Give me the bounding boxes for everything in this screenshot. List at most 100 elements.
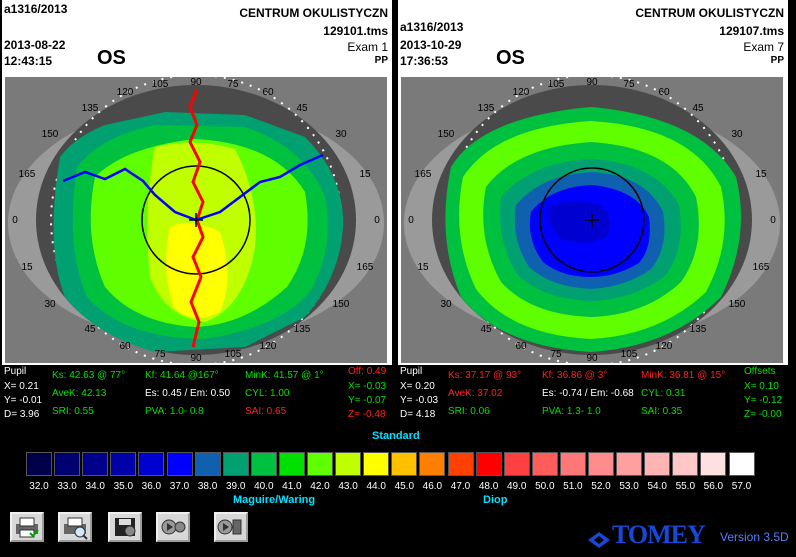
right-offsets-label: Offsets <box>744 366 776 377</box>
svg-text:90: 90 <box>586 353 598 363</box>
scale-tick-label: 42.0 <box>310 481 330 492</box>
svg-text:150: 150 <box>729 299 746 310</box>
scale-tick-label: 32.0 <box>29 481 49 492</box>
svg-text:15: 15 <box>21 262 33 273</box>
scale-color-cell <box>363 452 390 476</box>
play-button[interactable] <box>156 512 190 542</box>
left-exam-panel: a1316/2013 2013-08-22 12:43:15 OS CENTRU… <box>2 0 392 365</box>
scale-color-cell <box>194 452 221 476</box>
scale-color-cell <box>503 452 530 476</box>
right-avek: AveK: 37.02 <box>448 388 503 399</box>
svg-text:165: 165 <box>357 262 374 273</box>
clinic-name: CENTRUM OKULISTYCZN <box>635 6 784 20</box>
left-offset-x: X= -0.03 <box>348 381 387 392</box>
print-preview-button[interactable] <box>58 512 92 542</box>
left-pva: PVA: 1.0- 0.8 <box>145 406 204 417</box>
left-offset-y: Y= -0.07 <box>348 395 387 406</box>
scale-tick-label: 41.0 <box>282 481 302 492</box>
tomey-logo: TOMEY <box>586 520 706 550</box>
scale-tick-label: 36.0 <box>141 481 162 492</box>
right-pva: PVA: 1.3- 1.0 <box>542 406 601 417</box>
scale-color-cell <box>138 452 165 476</box>
svg-text:60: 60 <box>515 341 527 352</box>
left-sri: SRI: 0.55 <box>52 406 94 417</box>
left-mink: MinK: 41.57 @ 1° <box>245 370 324 381</box>
svg-text:75: 75 <box>623 79 635 90</box>
svg-text:60: 60 <box>658 87 670 98</box>
play-book-button[interactable] <box>214 512 248 542</box>
file-name: 129107.tms <box>719 24 784 38</box>
left-kf: Kf: 41.64 @167° <box>145 370 219 381</box>
svg-text:105: 105 <box>225 349 242 360</box>
left-pupil-y: Y= -0.01 <box>4 395 43 406</box>
svg-text:75: 75 <box>154 349 166 360</box>
eye-label: OS <box>496 47 525 69</box>
right-pupil-d: D= 4.18 <box>400 409 436 420</box>
exam-number: Exam 7 <box>743 40 784 54</box>
left-ks: Ks: 42.63 @ 77° <box>52 370 126 381</box>
right-exam-panel: a1316/2013 2013-10-29 17:36:53 OS CENTRU… <box>398 0 788 365</box>
svg-text:135: 135 <box>294 324 311 335</box>
svg-text:60: 60 <box>119 341 131 352</box>
exam-number: Exam 1 <box>347 40 388 54</box>
scale-color-cell <box>110 452 137 476</box>
scale-color-cell <box>82 452 109 476</box>
scale-tick-label: 45.0 <box>394 481 415 492</box>
svg-text:60: 60 <box>262 87 274 98</box>
svg-text:15: 15 <box>417 262 429 273</box>
scale-tick-label: 44.0 <box>366 481 386 492</box>
scale-color-cell <box>166 452 193 476</box>
operator: PP <box>770 55 784 66</box>
patient-id: a1316/2013 <box>400 20 464 34</box>
left-pupil-label: Pupil <box>4 366 27 377</box>
svg-text:75: 75 <box>550 349 562 360</box>
scale-color-cell <box>26 452 52 476</box>
right-offset-x: X= 0.10 <box>744 381 779 392</box>
scale-color-cell <box>700 452 727 476</box>
svg-text:165: 165 <box>415 169 432 180</box>
left-avek: AveK: 42.13 <box>52 388 107 399</box>
scale-color-cell <box>419 452 446 476</box>
scale-tick-label: 47.0 <box>450 481 471 492</box>
scale-type-label: Maguire/Waring <box>233 494 316 506</box>
scale-tick-label: 53.0 <box>619 481 639 492</box>
print-preview-icon <box>64 517 88 540</box>
scale-color-cell <box>307 452 333 476</box>
patient-id: a1316/2013 <box>4 2 68 16</box>
svg-text:120: 120 <box>260 341 277 352</box>
tomey-logo-icon <box>586 527 612 549</box>
save-button[interactable] <box>108 512 142 542</box>
clinic-name: CENTRUM OKULISTYCZN <box>239 6 388 20</box>
left-topography-map[interactable]: 90 105 75 120 60 135 45 150 30 165 15 0 … <box>5 77 387 363</box>
exam-date: 2013-08-22 <box>4 38 66 52</box>
axis-label-90-top: 90 <box>190 77 202 88</box>
scale-tick-label: 35.0 <box>113 481 134 492</box>
right-topography-map[interactable]: 90 105 75 120 60 135 45 150 30 165 15 0 … <box>401 77 783 363</box>
play-icon <box>161 519 186 535</box>
eye-label: OS <box>97 47 126 69</box>
exam-time: 17:36:53 <box>400 54 449 68</box>
scale-tick-label: 55.0 <box>675 481 696 492</box>
right-cyl: CYL: 0.31 <box>641 388 686 399</box>
scale-color-cell <box>447 452 474 476</box>
scale-color-cell <box>559 452 586 476</box>
right-mink: MinK: 36.81 @ 15° <box>641 370 726 381</box>
left-es-em: Es: 0.45 / Em: 0.50 <box>145 388 231 399</box>
operator: PP <box>374 55 388 66</box>
print-button[interactable] <box>10 512 44 542</box>
svg-text:165: 165 <box>19 169 36 180</box>
scale-color-cell <box>250 452 277 476</box>
book-play-icon <box>217 519 242 535</box>
scale-color-cell <box>391 452 418 476</box>
svg-text:120: 120 <box>513 87 530 98</box>
svg-text:105: 105 <box>621 349 638 360</box>
svg-text:75: 75 <box>227 79 239 90</box>
svg-text:0: 0 <box>12 215 18 226</box>
right-ks: Ks: 37.17 @ 93° <box>448 370 522 381</box>
scale-color-cell <box>728 452 755 476</box>
svg-text:30: 30 <box>440 299 452 310</box>
scale-tick-label: 50.0 <box>535 481 555 492</box>
left-sai: SAI: 0.65 <box>245 406 287 417</box>
scale-tick-label: 56.0 <box>703 481 724 492</box>
scale-color-cell <box>616 452 643 476</box>
